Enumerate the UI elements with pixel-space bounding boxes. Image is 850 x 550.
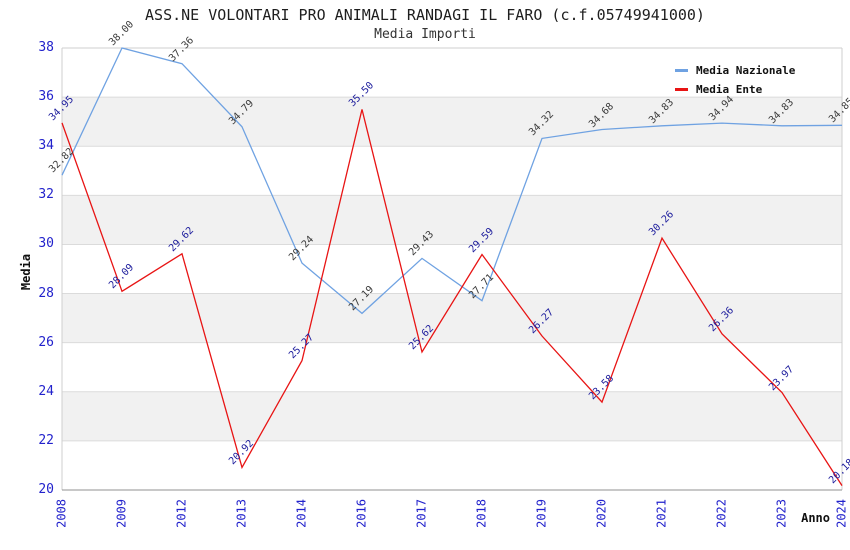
- x-tick-label: 2012: [174, 499, 189, 528]
- y-tick-label: 24: [38, 383, 54, 399]
- x-tick-label: 2014: [294, 499, 309, 528]
- x-tick-label: 2016: [354, 499, 369, 528]
- x-tick-label: 2023: [774, 499, 789, 528]
- x-tick-label: 2008: [54, 499, 69, 528]
- x-tick-label: 2024: [834, 499, 849, 528]
- x-tick-label: 2009: [114, 499, 129, 528]
- series-line-media-ente: [61, 109, 843, 486]
- y-tick-label: 28: [38, 285, 54, 301]
- media-ente-line-swatch: [675, 88, 688, 91]
- x-tick-label: 2013: [234, 499, 249, 528]
- y-tick-label: 20: [38, 482, 54, 497]
- grid-band: [62, 391, 842, 441]
- x-axis-title: Anno: [801, 511, 830, 525]
- legend-label-media-ente: Media Ente: [696, 83, 763, 96]
- y-tick-label: 26: [38, 334, 54, 350]
- y-tick-label: 34: [38, 138, 54, 154]
- legend-item-media-nazionale: Media Nazionale: [675, 64, 795, 77]
- y-tick-label: 38: [38, 40, 54, 55]
- grid-band: [62, 97, 842, 147]
- x-tick-label: 2022: [714, 499, 729, 528]
- y-tick-label: 30: [38, 236, 54, 252]
- x-tick-label: 2020: [594, 499, 609, 528]
- x-tick-label: 2017: [414, 499, 429, 528]
- chart-title: ASS.NE VOLONTARI PRO ANIMALI RANDAGI IL …: [145, 6, 705, 24]
- chart-subtitle: Media Importi: [374, 27, 476, 42]
- x-tick-label: 2021: [654, 499, 669, 528]
- legend-label-media-nazionale: Media Nazionale: [696, 64, 796, 77]
- series-line-media-nazionale: [61, 47, 843, 315]
- grid-band: [62, 195, 842, 245]
- y-tick-label: 32: [38, 187, 54, 203]
- legend: Media Nazionale Media Ente: [675, 64, 795, 96]
- y-tick-label: 22: [38, 432, 54, 448]
- x-tick-label: 2019: [534, 499, 549, 528]
- y-axis-title: Media: [19, 253, 33, 291]
- legend-item-media-ente: Media Ente: [675, 83, 795, 96]
- media-nazionale-line-swatch: [675, 69, 688, 72]
- x-tick-label: 2018: [474, 499, 489, 528]
- y-tick-label: 36: [38, 89, 54, 105]
